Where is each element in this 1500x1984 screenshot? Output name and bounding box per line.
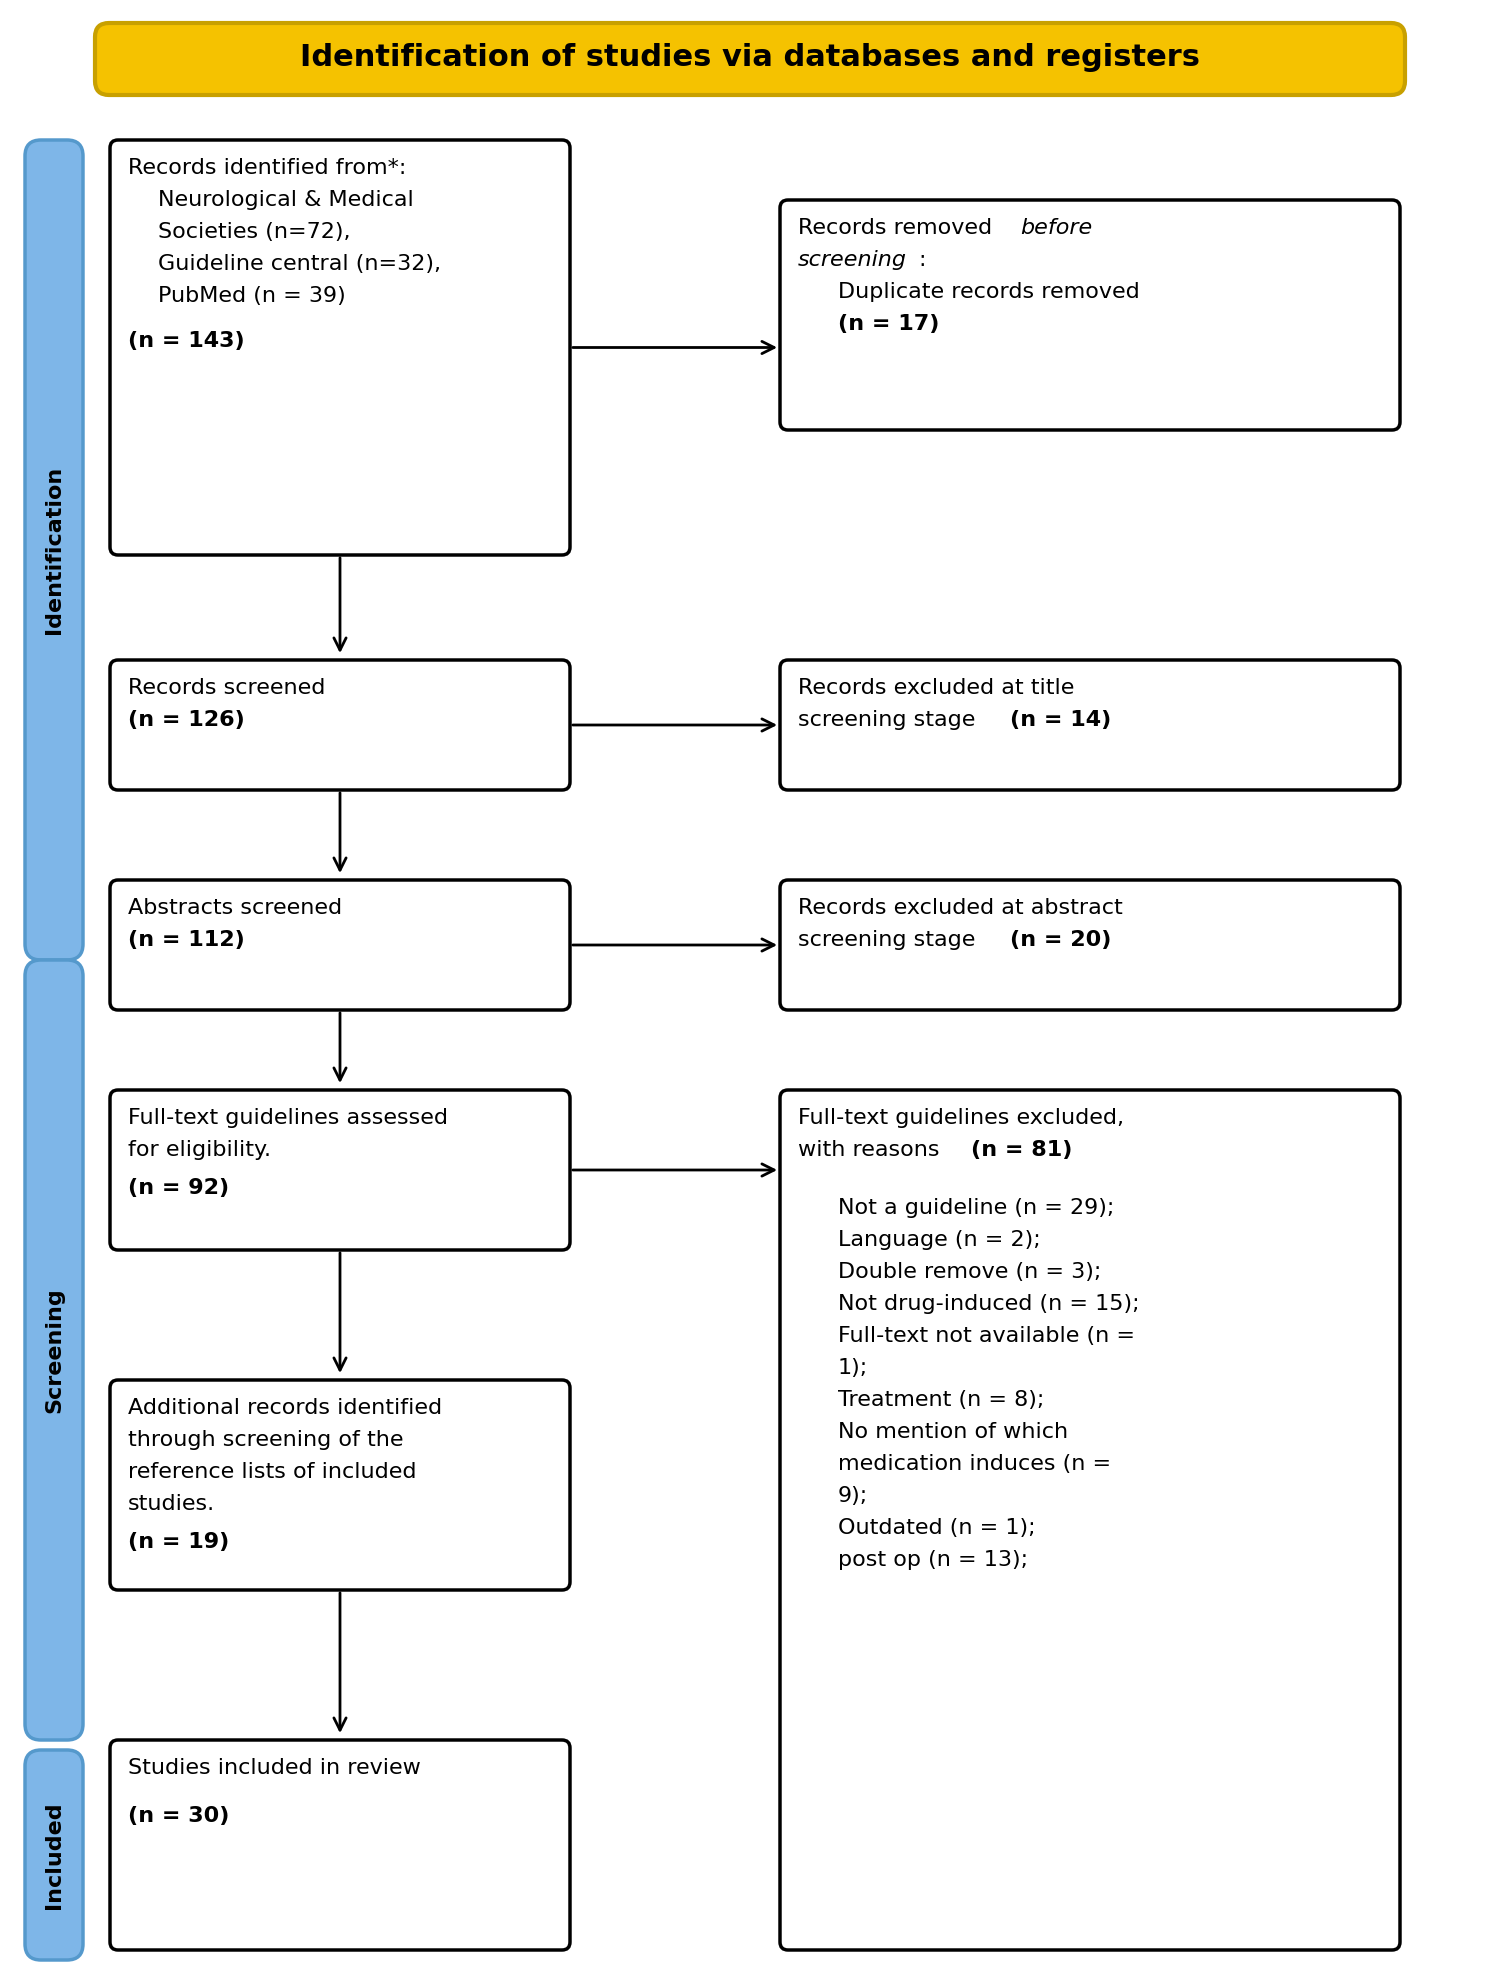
- Text: screening stage: screening stage: [798, 710, 982, 730]
- Text: Records identified from*:: Records identified from*:: [128, 159, 406, 179]
- FancyBboxPatch shape: [26, 960, 82, 1740]
- Text: Societies (n=72),: Societies (n=72),: [158, 222, 351, 242]
- FancyBboxPatch shape: [110, 1089, 570, 1250]
- Text: Records screened: Records screened: [128, 679, 326, 698]
- Text: Full-text not available (n =: Full-text not available (n =: [839, 1325, 1136, 1345]
- Text: Outdated (n = 1);: Outdated (n = 1);: [839, 1518, 1035, 1538]
- Text: :: :: [918, 250, 926, 270]
- FancyBboxPatch shape: [780, 881, 1400, 1010]
- FancyBboxPatch shape: [26, 1750, 82, 1960]
- FancyBboxPatch shape: [110, 141, 570, 556]
- FancyBboxPatch shape: [110, 881, 570, 1010]
- Text: Double remove (n = 3);: Double remove (n = 3);: [839, 1262, 1101, 1282]
- Text: Abstracts screened: Abstracts screened: [128, 899, 342, 919]
- Text: screening: screening: [798, 250, 907, 270]
- FancyBboxPatch shape: [780, 200, 1400, 431]
- Text: Records excluded at title: Records excluded at title: [798, 679, 1074, 698]
- Text: PubMed (n = 39): PubMed (n = 39): [158, 286, 345, 306]
- Text: Full-text guidelines excluded,: Full-text guidelines excluded,: [798, 1107, 1124, 1129]
- Text: Treatment (n = 8);: Treatment (n = 8);: [839, 1389, 1044, 1409]
- FancyBboxPatch shape: [110, 1381, 570, 1589]
- Text: (n = 112): (n = 112): [128, 930, 244, 950]
- Text: Guideline central (n=32),: Guideline central (n=32),: [158, 254, 441, 274]
- Text: Additional records identified: Additional records identified: [128, 1399, 442, 1419]
- Text: Not a guideline (n = 29);: Not a guideline (n = 29);: [839, 1198, 1114, 1218]
- Text: (n = 81): (n = 81): [970, 1141, 1072, 1161]
- Text: Records excluded at abstract: Records excluded at abstract: [798, 899, 1122, 919]
- Text: medication induces (n =: medication induces (n =: [839, 1454, 1112, 1474]
- Text: Included: Included: [44, 1801, 64, 1909]
- Text: Identification: Identification: [44, 466, 64, 635]
- Text: Not drug-induced (n = 15);: Not drug-induced (n = 15);: [839, 1294, 1140, 1313]
- FancyBboxPatch shape: [26, 141, 82, 960]
- Text: (n = 14): (n = 14): [1010, 710, 1112, 730]
- FancyBboxPatch shape: [780, 1089, 1400, 1950]
- FancyBboxPatch shape: [94, 24, 1406, 95]
- Text: Neurological & Medical: Neurological & Medical: [158, 190, 414, 210]
- Text: (n = 126): (n = 126): [128, 710, 244, 730]
- Text: Full-text guidelines assessed: Full-text guidelines assessed: [128, 1107, 448, 1129]
- FancyBboxPatch shape: [110, 1740, 570, 1950]
- Text: for eligibility.: for eligibility.: [128, 1141, 272, 1161]
- Text: post op (n = 13);: post op (n = 13);: [839, 1550, 1028, 1569]
- Text: No mention of which: No mention of which: [839, 1423, 1068, 1442]
- Text: reference lists of included: reference lists of included: [128, 1462, 417, 1482]
- Text: Screening: Screening: [44, 1288, 64, 1413]
- Text: 9);: 9);: [839, 1486, 868, 1506]
- Text: (n = 92): (n = 92): [128, 1178, 230, 1198]
- Text: before: before: [1020, 218, 1092, 238]
- Text: Records removed: Records removed: [798, 218, 999, 238]
- Text: (n = 17): (n = 17): [839, 313, 939, 333]
- Text: Studies included in review: Studies included in review: [128, 1758, 422, 1778]
- Text: (n = 143): (n = 143): [128, 331, 244, 351]
- Text: through screening of the: through screening of the: [128, 1430, 404, 1450]
- Text: screening stage: screening stage: [798, 930, 982, 950]
- Text: with reasons: with reasons: [798, 1141, 946, 1161]
- FancyBboxPatch shape: [110, 661, 570, 790]
- Text: studies.: studies.: [128, 1494, 214, 1514]
- Text: Language (n = 2);: Language (n = 2);: [839, 1230, 1041, 1250]
- Text: Duplicate records removed: Duplicate records removed: [839, 282, 1140, 302]
- Text: (n = 19): (n = 19): [128, 1532, 230, 1551]
- Text: (n = 30): (n = 30): [128, 1805, 230, 1825]
- Text: 1);: 1);: [839, 1357, 868, 1377]
- Text: Identification of studies via databases and registers: Identification of studies via databases …: [300, 42, 1200, 71]
- FancyBboxPatch shape: [780, 661, 1400, 790]
- Text: (n = 20): (n = 20): [1010, 930, 1112, 950]
